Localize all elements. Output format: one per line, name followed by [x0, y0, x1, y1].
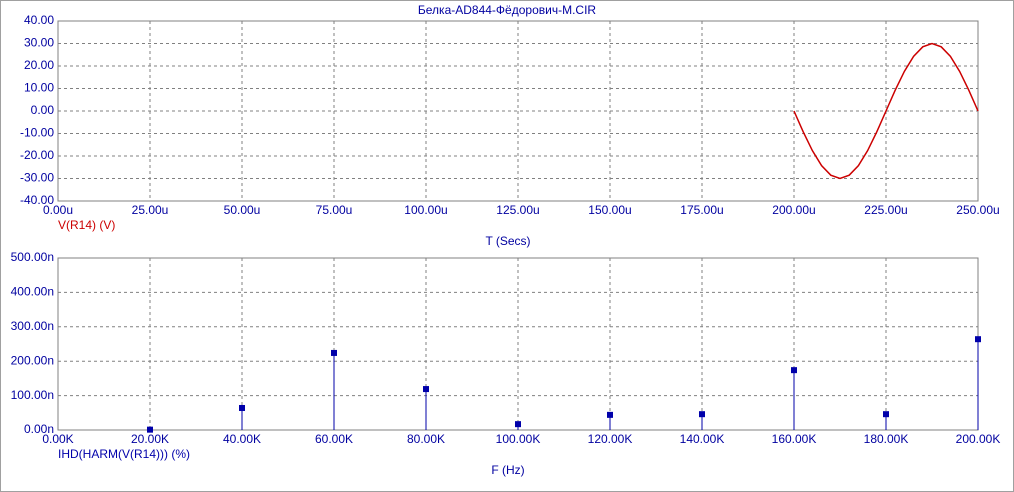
stem-marker	[331, 349, 337, 356]
x-axis-title: T (Secs)	[485, 234, 530, 248]
stem-marker	[423, 386, 429, 393]
x-tick-label: 180.00K	[864, 432, 909, 446]
x-tick-label: 120.00K	[588, 432, 633, 446]
x-tick-label: 80.00K	[407, 432, 445, 446]
x-tick-label: 160.00K	[772, 432, 817, 446]
stem-marker	[699, 411, 705, 418]
stem-marker	[147, 426, 153, 433]
stem-marker	[239, 404, 245, 411]
x-tick-label: 100.00u	[404, 203, 447, 217]
x-tick-label: 125.00u	[496, 203, 539, 217]
stem-marker	[515, 421, 521, 428]
stem-marker	[607, 411, 613, 418]
stem-marker	[975, 336, 981, 343]
stem-marker	[883, 411, 889, 418]
legend-label: IHD(HARM(V(R14))) (%)	[58, 447, 190, 461]
x-tick-label: 50.00u	[224, 203, 261, 217]
y-tick-label: -10.00	[20, 126, 54, 140]
y-tick-label: 0.00n	[24, 422, 54, 436]
y-tick-label: 400.00n	[11, 285, 54, 299]
x-tick-label: 225.00u	[864, 203, 907, 217]
y-tick-label: 500.00n	[11, 250, 54, 264]
x-tick-label: 175.00u	[680, 203, 723, 217]
y-tick-label: 40.00	[24, 13, 54, 27]
y-tick-label: -20.00	[20, 148, 54, 162]
x-tick-label: 75.00u	[316, 203, 353, 217]
x-tick-label: 200.00K	[956, 432, 1001, 446]
line-series	[793, 42, 979, 180]
legend-label: V(R14) (V)	[58, 218, 115, 232]
x-tick-label: 0.00K	[42, 432, 73, 446]
y-tick-label: 20.00	[24, 58, 54, 72]
x-axis-title: F (Hz)	[491, 463, 524, 477]
y-tick-label: -40.00	[20, 193, 54, 207]
y-tick-label: 200.00n	[11, 353, 54, 367]
stem-marker	[791, 367, 797, 374]
x-tick-label: 140.00K	[680, 432, 725, 446]
x-tick-label: 200.00u	[772, 203, 815, 217]
chart-title: Белка-AD844-Фёдорович-M.CIR	[418, 3, 597, 17]
x-tick-label: 0.00u	[43, 203, 73, 217]
y-tick-label: 0.00	[31, 103, 55, 117]
x-tick-label: 40.00K	[223, 432, 261, 446]
x-tick-label: 60.00K	[315, 432, 353, 446]
x-tick-label: 20.00K	[131, 432, 169, 446]
x-tick-label: 100.00K	[496, 432, 541, 446]
x-tick-label: 150.00u	[588, 203, 631, 217]
y-tick-label: 100.00n	[11, 388, 54, 402]
y-tick-label: 10.00	[24, 81, 54, 95]
y-tick-label: -30.00	[20, 171, 54, 185]
y-tick-label: 300.00n	[11, 319, 54, 333]
x-tick-label: 25.00u	[132, 203, 169, 217]
x-tick-label: 250.00u	[956, 203, 999, 217]
y-tick-label: 30.00	[24, 36, 54, 50]
